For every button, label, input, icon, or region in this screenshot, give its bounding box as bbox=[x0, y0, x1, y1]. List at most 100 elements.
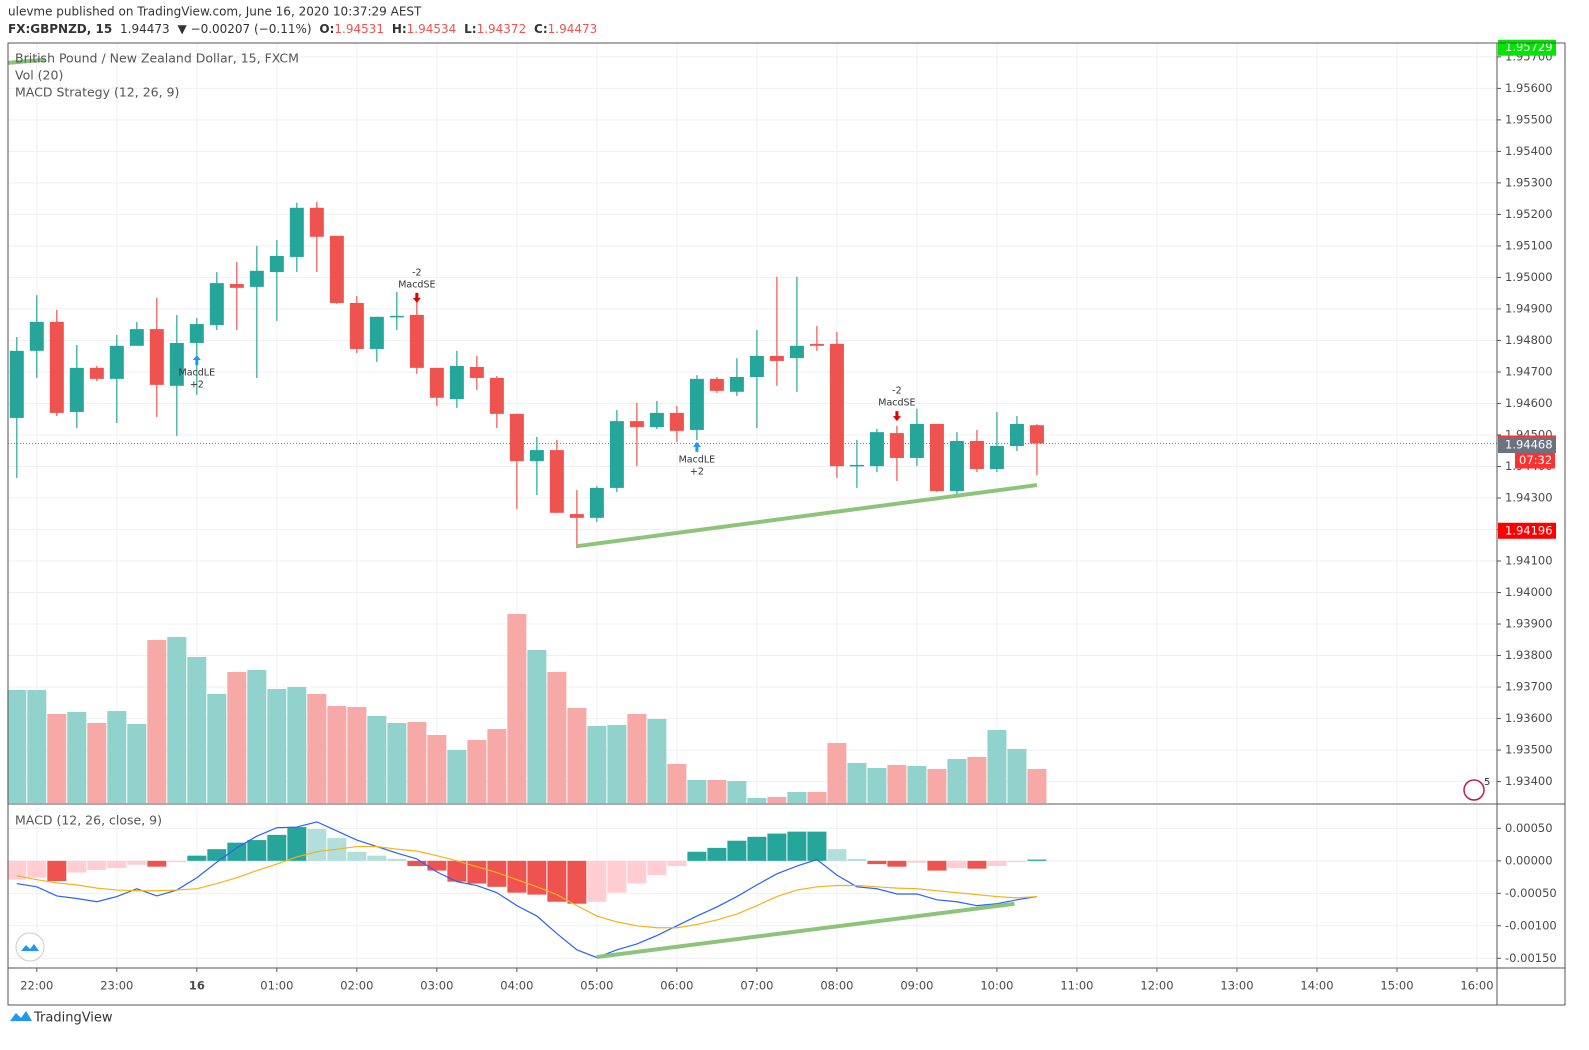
histogram-bar bbox=[7, 860, 27, 880]
candle-body bbox=[349, 302, 364, 349]
candle-body bbox=[29, 321, 44, 351]
volume-bar bbox=[147, 640, 167, 803]
histogram-bar bbox=[627, 860, 647, 884]
volume-bar bbox=[707, 780, 727, 803]
histogram-bar bbox=[1027, 859, 1047, 861]
y-tick-label: 1.95500 bbox=[1505, 112, 1553, 126]
logo-icon[interactable] bbox=[21, 944, 39, 951]
y-tick-label: 1.94100 bbox=[1505, 554, 1553, 568]
y-tick-label: 1.95600 bbox=[1505, 81, 1553, 95]
volume-bar bbox=[787, 792, 807, 803]
countdown-bg bbox=[1515, 452, 1555, 469]
price-label: 1.94196 bbox=[1505, 523, 1553, 537]
badge-icon[interactable] bbox=[1463, 779, 1485, 801]
histogram-bar bbox=[767, 833, 787, 861]
y-tick-label: 1.94300 bbox=[1505, 490, 1553, 504]
x-tick-label: 15:00 bbox=[1380, 979, 1413, 993]
x-tick-label: 03:00 bbox=[420, 979, 453, 993]
histogram-bar bbox=[207, 849, 227, 861]
volume-bar bbox=[67, 712, 87, 803]
candle-body bbox=[289, 207, 304, 257]
macd-line bbox=[16, 821, 1038, 959]
histogram-bar bbox=[267, 834, 287, 861]
change: ▼ −0.00207 (−0.11%) bbox=[177, 22, 311, 36]
candle-body bbox=[809, 343, 824, 346]
price-label: 1.95729 bbox=[1505, 40, 1553, 54]
macd-title: MACD (12, 26, close, 9) bbox=[15, 813, 162, 828]
y-tick-label: 1.93700 bbox=[1505, 680, 1553, 694]
candle-body bbox=[169, 342, 184, 386]
publisher: ulevme published on TradingView.com, Jun… bbox=[8, 5, 422, 19]
price-label-bg bbox=[1498, 39, 1556, 56]
histogram-bar bbox=[387, 858, 407, 861]
candle-body bbox=[909, 423, 924, 458]
candle-body bbox=[769, 355, 784, 361]
histogram-bar bbox=[967, 860, 987, 869]
y-tick-label: 1.93500 bbox=[1505, 743, 1553, 757]
logo-circle[interactable] bbox=[15, 932, 45, 962]
candle-body bbox=[509, 413, 524, 462]
volume-bar bbox=[987, 730, 1007, 803]
candle-body bbox=[9, 350, 24, 418]
ohlc-value: 1.94531 bbox=[334, 22, 384, 36]
candle-body bbox=[409, 314, 424, 368]
y-tick-label: 1.94600 bbox=[1505, 396, 1553, 410]
signal-arrow bbox=[892, 411, 901, 422]
candle-body bbox=[609, 421, 624, 488]
signal-qty: +2 bbox=[190, 379, 204, 390]
volume-bar bbox=[867, 768, 887, 803]
signal-name: MacdLE bbox=[679, 454, 716, 465]
y-tick-label: -0.00150 bbox=[1505, 951, 1557, 965]
histogram-bar bbox=[167, 860, 187, 863]
histogram-bar bbox=[687, 851, 707, 861]
y-tick-label: 1.94800 bbox=[1505, 333, 1553, 347]
candle-body bbox=[389, 315, 404, 318]
histogram-bar bbox=[567, 860, 587, 904]
histogram-bar bbox=[127, 860, 147, 865]
volume-bar bbox=[627, 714, 647, 803]
y-tick-label: 1.94700 bbox=[1505, 364, 1553, 378]
histogram-bar bbox=[87, 860, 107, 870]
volume-bar bbox=[167, 637, 187, 803]
signal-arrow bbox=[412, 292, 421, 303]
volume-bar bbox=[947, 759, 967, 803]
candle-body bbox=[709, 378, 724, 391]
histogram-bar bbox=[527, 860, 547, 895]
volume-bar bbox=[247, 670, 267, 803]
histogram-bar bbox=[27, 860, 47, 878]
y-tick-label: 1.95300 bbox=[1505, 175, 1553, 189]
badge-count[interactable]: 5 bbox=[1484, 777, 1490, 788]
histogram-bar bbox=[867, 860, 887, 865]
volume-bar bbox=[847, 763, 867, 803]
signal-qty: -2 bbox=[412, 267, 421, 278]
signal-arrow bbox=[192, 354, 201, 365]
x-tick-label: 05:00 bbox=[580, 979, 613, 993]
candle-body bbox=[889, 433, 904, 458]
histogram-bar bbox=[367, 855, 387, 861]
candle-body bbox=[1029, 425, 1044, 444]
histogram-bar bbox=[887, 860, 907, 867]
volume-bar bbox=[567, 708, 587, 803]
ohlc-key: C: bbox=[534, 22, 548, 36]
price-label-bg bbox=[1498, 522, 1556, 539]
candle-body bbox=[589, 487, 604, 518]
y-tick-label: 1.94900 bbox=[1505, 301, 1553, 315]
volume-bar bbox=[207, 694, 227, 803]
signal-line bbox=[16, 845, 1037, 929]
y-tick-label: 1.95100 bbox=[1505, 238, 1553, 252]
histogram-bar bbox=[67, 860, 87, 873]
volume-bar bbox=[47, 714, 67, 803]
last-price: 1.94473 bbox=[120, 22, 170, 36]
histogram-bar bbox=[647, 860, 667, 876]
logo-button[interactable] bbox=[15, 932, 45, 962]
histogram-bar bbox=[807, 831, 827, 861]
signal-name: MacdSE bbox=[878, 398, 915, 409]
histogram-bar bbox=[487, 860, 507, 887]
histogram-bar bbox=[307, 829, 327, 861]
plot-layer: 22:00 23:00 16 01:00 02:00 03:00 04:00 05:00 06:… bbox=[7, 39, 1557, 993]
badge[interactable]: 5 bbox=[1463, 777, 1490, 801]
trendline bbox=[7, 57, 45, 65]
histogram-bar bbox=[827, 849, 847, 861]
histogram-bar bbox=[907, 860, 927, 863]
histogram-bar bbox=[427, 860, 447, 871]
